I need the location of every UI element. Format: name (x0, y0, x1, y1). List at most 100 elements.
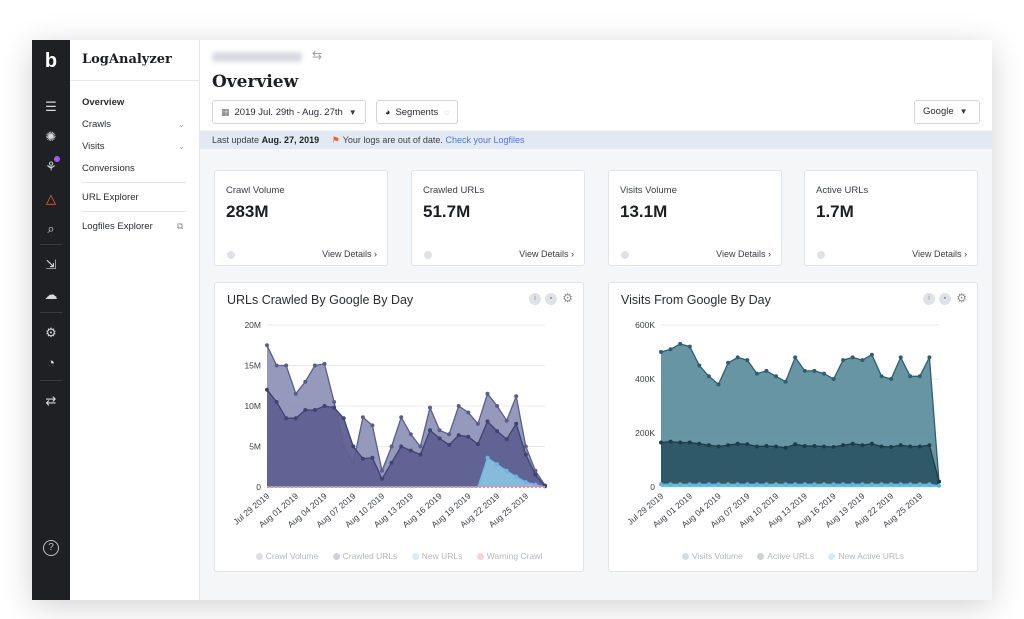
lock-icon[interactable]: ▪ (545, 293, 557, 305)
caret-down-icon: ▼ (348, 108, 357, 117)
data-point (783, 445, 788, 450)
list-icon[interactable]: ☰ (45, 99, 57, 114)
kpi-label: Active URLs (816, 185, 869, 196)
rail-divider (40, 380, 62, 381)
data-point (332, 400, 337, 404)
legend-item[interactable]: Active URLs (757, 551, 814, 561)
data-point (898, 482, 903, 487)
y-tick-label: 5M (249, 442, 261, 452)
sidebar-item-logfiles-explorer[interactable]: Logfiles Explorer (82, 221, 153, 232)
pie-chart-icon[interactable]: ◔ (47, 355, 55, 370)
page-title: Overview (212, 72, 299, 92)
legend-item[interactable]: Crawl Volume (255, 551, 318, 561)
legend-item[interactable]: New URLs (411, 551, 462, 561)
help-icon[interactable]: ? (43, 540, 59, 556)
view-details-link[interactable]: View Details › (716, 249, 771, 259)
view-details-link[interactable]: View Details › (912, 249, 967, 259)
data-point (659, 482, 663, 487)
data-point (937, 483, 941, 488)
search-icon[interactable]: ⌕ (47, 221, 55, 236)
gear-icon[interactable]: ⚙ (956, 291, 967, 305)
sidebar-item-overview[interactable]: Overview (82, 97, 125, 108)
swap-icon[interactable]: ⇆ (312, 48, 323, 62)
info-icon[interactable]: i (529, 293, 541, 305)
sidebar-item-url-explorer[interactable]: URL Explorer (82, 192, 139, 203)
chart-title: URLs Crawled By Google By Day (227, 293, 414, 307)
data-point (735, 482, 740, 487)
data-point (927, 482, 932, 487)
data-point (716, 382, 721, 387)
sidebar-item-conversions[interactable]: Conversions (82, 163, 135, 174)
kpi-card-crawl-volume: Crawl Volume 283M View Details › (214, 170, 388, 266)
data-point (495, 404, 500, 408)
data-point (735, 441, 740, 446)
data-point (869, 352, 874, 357)
data-point (879, 374, 884, 379)
project-name-blurred[interactable] (212, 52, 302, 62)
botify-logo-icon[interactable]: b (44, 50, 58, 72)
cloud-icon[interactable]: ☁ (44, 287, 58, 302)
legend-item[interactable]: New Active URLs (828, 551, 904, 561)
info-icon[interactable] (817, 251, 825, 259)
series-area (661, 484, 939, 487)
data-point (812, 444, 817, 448)
data-point (447, 432, 452, 437)
legend-item[interactable]: Warning Crawl (476, 551, 542, 561)
legend-item[interactable]: Crawled URLs (332, 551, 398, 561)
segments-button[interactable]: ◕ Segments ◌ (376, 100, 458, 124)
log-analyzer-icon[interactable]: △ (46, 191, 56, 206)
calendar-icon: ▦ (221, 107, 230, 117)
data-point (697, 482, 702, 487)
data-point (841, 443, 846, 448)
kpi-value: 1.7M (816, 202, 854, 221)
data-point (485, 391, 490, 396)
info-icon[interactable] (424, 251, 432, 259)
data-point (322, 361, 327, 366)
chevron-down-icon[interactable]: ⌄ (178, 120, 185, 129)
series-line (660, 343, 940, 482)
view-details-link[interactable]: View Details › (322, 249, 377, 259)
sidebar-item-visits[interactable]: Visits (82, 141, 105, 152)
data-point (831, 482, 836, 487)
sidebar-item-crawls[interactable]: Crawls (82, 119, 112, 130)
data-point (793, 482, 798, 487)
data-point (523, 444, 528, 449)
analytics-icon[interactable]: ⚘ (45, 159, 57, 174)
check-logfiles-link[interactable]: Check your Logfiles (445, 135, 525, 145)
y-tick-label: 15M (244, 361, 261, 371)
data-point (523, 452, 528, 457)
data-point (879, 444, 884, 449)
data-point (475, 442, 480, 447)
data-point (889, 445, 894, 449)
info-icon[interactable]: i (923, 293, 935, 305)
date-range-button[interactable]: ▦ 2019 Jul. 29th - Aug. 27th ▼ (212, 100, 366, 124)
external-link-icon[interactable]: ⧉ (177, 221, 184, 231)
data-point (485, 455, 490, 460)
legend-label: Crawled URLs (342, 551, 398, 561)
chevron-down-icon[interactable]: ⌄ (178, 142, 185, 151)
data-point (687, 440, 692, 445)
settings-icon[interactable]: ⚙ (45, 325, 57, 340)
data-point (783, 482, 788, 487)
data-point (389, 444, 394, 449)
info-icon[interactable] (621, 251, 629, 259)
data-point (754, 371, 759, 376)
switch-icon[interactable]: ⇄ (45, 393, 57, 408)
view-details-link[interactable]: View Details › (519, 249, 574, 259)
crawler-icon[interactable]: ✺ (45, 129, 57, 144)
export-icon[interactable]: ⇲ (45, 257, 57, 272)
data-point (869, 482, 874, 487)
lock-icon[interactable]: ▪ (939, 293, 951, 305)
gear-icon[interactable]: ⚙ (562, 291, 573, 305)
data-point (312, 408, 317, 412)
data-point (380, 468, 384, 473)
legend-item[interactable]: Visits Volume (681, 551, 743, 561)
data-point (745, 358, 750, 363)
last-update-bar: Last update Aug. 27, 2019 ⚑ Your logs are… (200, 131, 992, 149)
data-point (774, 444, 778, 449)
series-area (661, 441, 939, 487)
data-point (716, 444, 721, 449)
info-icon[interactable] (227, 251, 235, 259)
caret-down-icon: ▼ (959, 107, 968, 116)
search-engine-select[interactable]: Google ▼ (914, 100, 980, 124)
